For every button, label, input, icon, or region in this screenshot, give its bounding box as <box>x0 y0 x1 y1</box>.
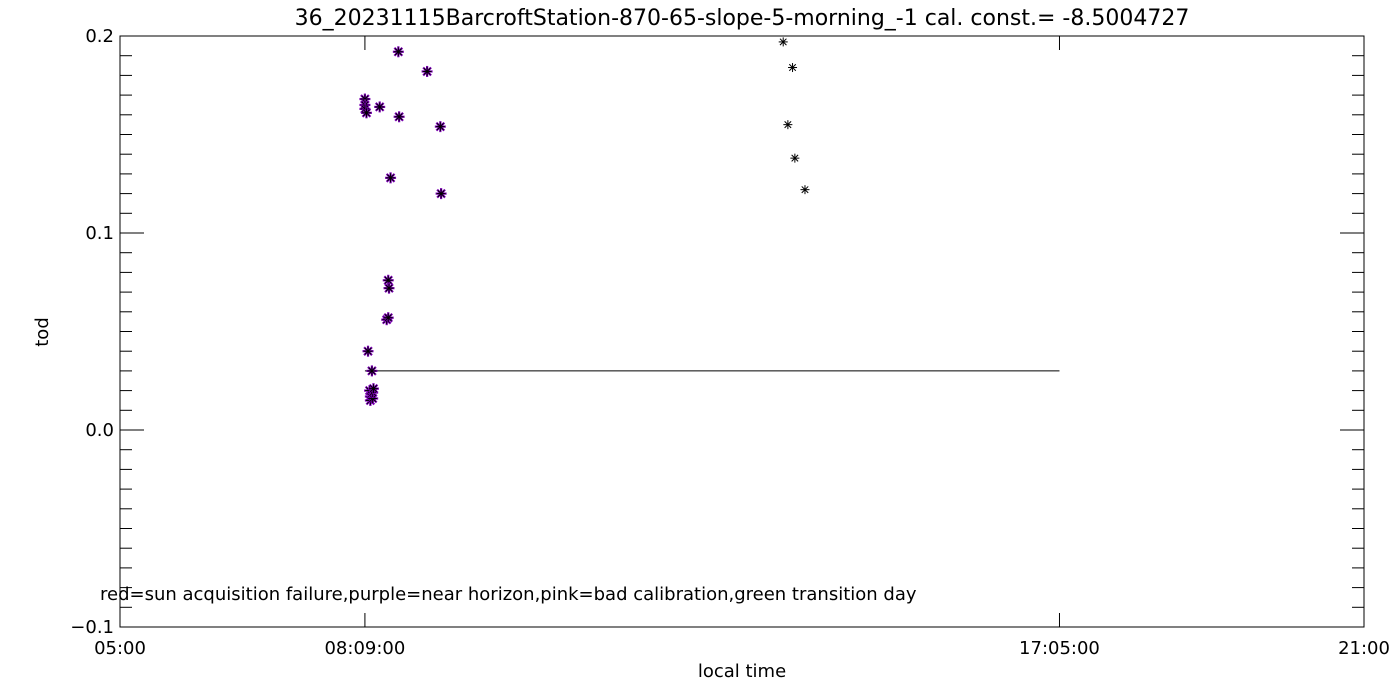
data-point <box>392 46 404 58</box>
data-point <box>421 65 433 77</box>
data-point <box>360 107 372 119</box>
data-point <box>434 121 446 133</box>
data-point <box>790 153 800 163</box>
y-tick-label: 0.1 <box>85 223 114 244</box>
axis-tick-labels: −0.1 0.0 0.1 0.2 05:00 08:09:00 17:05:00 21:00 <box>70 26 1390 659</box>
plot-frame <box>119 35 1365 628</box>
axis-ticks <box>119 35 1365 628</box>
data-point <box>374 101 386 113</box>
x-axis-label: local time <box>698 661 786 682</box>
data-point <box>788 63 798 73</box>
data-point <box>778 37 788 47</box>
chart-title: 36_20231115BarcroftStation-870-65-slope-… <box>295 6 1190 31</box>
x-tick-label: 21:00 <box>1338 638 1390 659</box>
data-point <box>393 111 405 123</box>
y-axis-label: tod <box>32 317 53 347</box>
data-point <box>362 345 374 357</box>
y-tick-label: 0.2 <box>85 26 114 47</box>
data-point <box>783 120 793 130</box>
x-tick-label: 05:00 <box>94 638 146 659</box>
legend-note: red=sun acquisition failure,purple=near … <box>100 584 917 605</box>
x-tick-label: 08:09:00 <box>324 638 405 659</box>
data-point <box>385 172 397 184</box>
data-points <box>359 37 810 406</box>
x-tick-label: 17:05:00 <box>1019 638 1100 659</box>
y-tick-label: 0.0 <box>85 420 114 441</box>
y-tick-label: −0.1 <box>70 617 114 638</box>
data-point <box>366 365 378 377</box>
data-point <box>435 188 447 200</box>
data-point <box>800 185 810 195</box>
data-point <box>382 312 394 324</box>
data-point <box>383 282 395 294</box>
data-point <box>367 383 379 395</box>
